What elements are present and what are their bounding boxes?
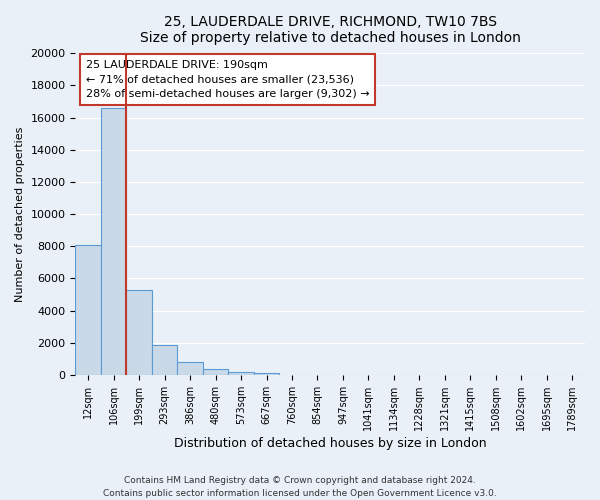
- Bar: [76, 244, 101, 375]
- Bar: [152, 345, 178, 375]
- Bar: [127, 290, 152, 375]
- Text: Contains HM Land Registry data © Crown copyright and database right 2024.
Contai: Contains HM Land Registry data © Crown c…: [103, 476, 497, 498]
- Title: 25, LAUDERDALE DRIVE, RICHMOND, TW10 7BS
Size of property relative to detached h: 25, LAUDERDALE DRIVE, RICHMOND, TW10 7BS…: [140, 15, 521, 45]
- Text: 25 LAUDERDALE DRIVE: 190sqm
← 71% of detached houses are smaller (23,536)
28% of: 25 LAUDERDALE DRIVE: 190sqm ← 71% of det…: [86, 60, 369, 100]
- X-axis label: Distribution of detached houses by size in London: Distribution of detached houses by size …: [174, 437, 487, 450]
- Bar: [228, 372, 254, 375]
- Y-axis label: Number of detached properties: Number of detached properties: [15, 126, 25, 302]
- Bar: [178, 362, 203, 375]
- Bar: [203, 369, 228, 375]
- Bar: [254, 373, 279, 375]
- Bar: [101, 108, 127, 375]
